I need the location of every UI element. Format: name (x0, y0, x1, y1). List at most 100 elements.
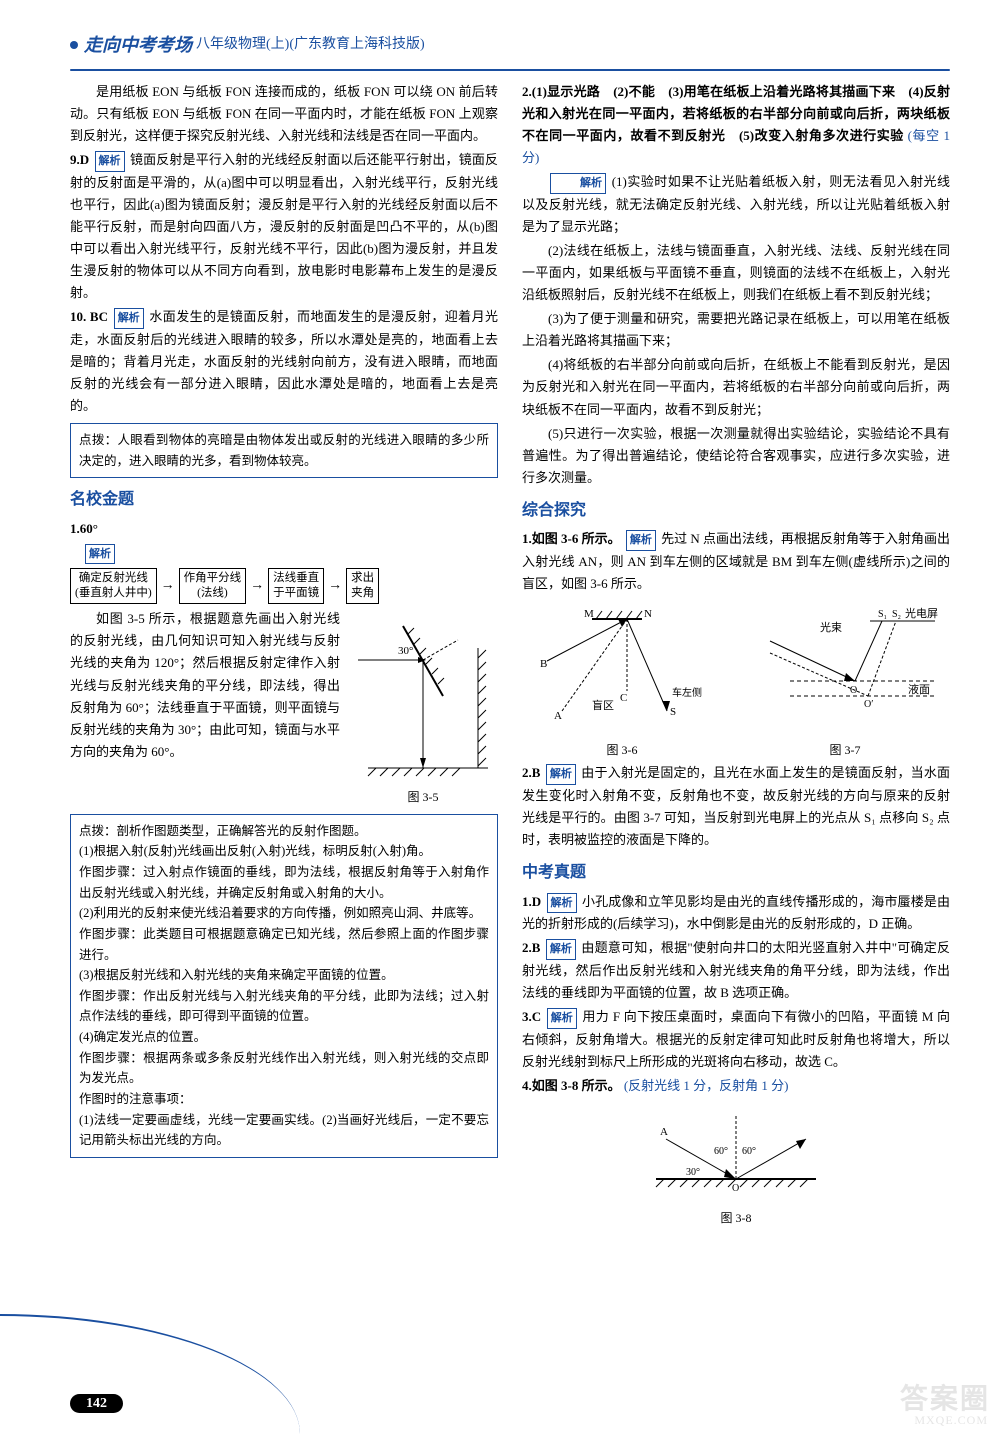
zk4-score: (反射光线 1 分，反射角 1 分) (624, 1078, 789, 1093)
tip2-1: (1)根据入射(反射)光线画出反射(入射)光线，标明反射(入射)角。 (79, 841, 489, 862)
tip2-4: (4)确定发光点的位置。 (79, 1027, 489, 1048)
zk4: 4.如图 3-8 所示。 (反射光线 1 分，反射角 1 分) (522, 1075, 950, 1097)
flow-a: 确定反射光线 (垂直射人井中) (70, 568, 157, 604)
fig38-label: 图 3-8 (522, 1208, 950, 1228)
flow-d: 求出 夹角 (346, 568, 379, 604)
r-q2-2: (2)法线在纸板上，法线与镜面垂直，入射光线、法线、反射光线在同一平面内，如果纸… (522, 240, 950, 306)
flow-c: 法线垂直 于平面镜 (268, 568, 324, 604)
r-q2-5: (5)只进行一次实验，根据一次测量就得出实验结论，实验结论不具有普遍性。为了得出… (522, 423, 950, 489)
jiexi-tag: 解析 (546, 939, 576, 960)
tip2-2: (2)利用光的反射来使光线沿着要求的方向传播，例如照亮山洞、井底等。 (79, 903, 489, 924)
figure-3-6: M N B S A C 盲区 车左侧 (532, 601, 712, 760)
section-zhongkao: 中考真题 (522, 859, 950, 886)
watermark-sub: MXQE.COM (914, 1410, 988, 1430)
r-q2-head-text: 2.(1)显示光路 (2)不能 (3)用笔在纸板上沿着光路将其描画下来 (4)反… (522, 84, 950, 143)
svg-text:B: B (540, 658, 547, 670)
header-title: 走向中考考场 (84, 30, 192, 61)
svg-text:S₂: S₂ (892, 609, 901, 620)
zh1: 1.如图 3-6 所示。 解析 先过 N 点画出法线，再根据反射角等于入射角画出… (522, 528, 950, 595)
tip2-title: 点拨：剖析作图题类型，正确解答光的反射作图题。 (79, 821, 489, 842)
zk2-num: 2.B (522, 940, 540, 955)
tip2-5b: (1)法线一定要画虚线，光线一定要画实线。(2)当画好光线后，一定不要忘记用箭头… (79, 1110, 489, 1151)
jiexi-tag: 解析 (546, 764, 576, 785)
q9-body: 镜面反射是平行入射的光线经反射面以后还能平行射出，镜面反射的反射面是平滑的，从(… (70, 152, 498, 300)
tip2-3: (3)根据反射光线和入射光线的夹角来确定平面镜的位置。 (79, 965, 489, 986)
fig37-label: 图 3-7 (750, 740, 940, 760)
q10-num: 10. BC (70, 309, 108, 324)
svg-text:S: S (670, 706, 676, 718)
q9-num: 9.D (70, 152, 89, 167)
svg-text:O′: O′ (864, 699, 873, 710)
svg-text:光电屏: 光电屏 (905, 606, 938, 620)
svg-text:30°: 30° (398, 645, 413, 657)
svg-text:A: A (554, 710, 562, 722)
r-q2-jiexi: 解析 (1)实验时如果不让光贴着纸板入射，则无法看见入射光线以及反射光线，就无法… (522, 171, 950, 238)
mx1-num: 1.60° (70, 518, 498, 540)
jiexi-tag: 解析 (85, 544, 115, 565)
zk3-num: 3.C (522, 1009, 541, 1024)
jiexi-tag: 解析 (95, 151, 125, 172)
tip-box-2: 点拨：剖析作图题类型，正确解答光的反射作图题。 (1)根据入射(反射)光线画出反… (70, 814, 498, 1158)
header-rule (70, 69, 950, 71)
page-header: 走向中考考场 八年级物理(上)(广东教育上海科技版) (70, 30, 950, 61)
jiexi-tag: 解析 (547, 1008, 577, 1029)
svg-text:液面: 液面 (908, 682, 930, 696)
zk2-body: 由题意可知，根据"使射向井口的太阳光竖直射入井中"可确定反射光线，然后作出反射光… (522, 940, 950, 1000)
section-mingxiao: 名校金题 (70, 486, 498, 513)
flow-b: 作角平分线 (法线) (179, 568, 247, 604)
arrow-icon: → (161, 574, 175, 598)
figure-3-8: A 30° 60° 60° O 图 3-8 (522, 1099, 950, 1228)
tip2-3b: 作图步骤：作出反射光线与入射光线夹角的平分线，此即为法线；过入射点作法线的垂线，… (79, 986, 489, 1027)
header-dot (70, 41, 78, 49)
arrow-icon: → (250, 574, 264, 598)
jiexi-tag: 解析 (547, 893, 577, 914)
svg-text:M: M (584, 608, 594, 620)
zh1-num: 1.如图 3-6 所示。 (522, 531, 621, 546)
intro-text: 是用纸板 EON 与纸板 FON 连接而成的，纸板 FON 可以绕 ON 前后转… (70, 81, 498, 147)
tip1-text: 点拨：人眼看到物体的亮暗是由物体发出或反射的光线进入眼睛的多少所决定的，进入眼睛… (79, 433, 489, 468)
tip2-1b: 作图步骤：过入射点作镜面的垂线，即为法线，根据反射角等于入射角作出反射光线或入射… (79, 862, 489, 903)
arrow-icon: → (328, 574, 342, 598)
zh2: 2.B 解析 由于入射光是固定的，且光在水面上发生的是镜面反射，当水面发生变化时… (522, 762, 950, 851)
zk2: 2.B 解析 由题意可知，根据"使射向井口的太阳光竖直射入井中"可确定反射光线，… (522, 937, 950, 1004)
r-q2-head: 2.(1)显示光路 (2)不能 (3)用笔在纸板上沿着光路将其描画下来 (4)反… (522, 81, 950, 169)
zh2-num: 2.B (522, 765, 540, 780)
r-q2-4: (4)将纸板的右半部分向前或向后折，在纸板上不能看到反射光，是因为反射光和入射光… (522, 354, 950, 420)
svg-text:A: A (660, 1126, 668, 1138)
mx1-jiexi-row: 解析 (83, 542, 498, 565)
page-number-wrap: 142 (70, 1392, 123, 1416)
zk1-num: 1.D (522, 894, 541, 909)
svg-text:60°: 60° (714, 1146, 728, 1157)
svg-text:O: O (850, 685, 857, 696)
zk4-num: 4.如图 3-8 所示。 (522, 1078, 621, 1093)
fig36-label: 图 3-6 (532, 740, 712, 760)
svg-text:盲区: 盲区 (592, 698, 614, 712)
svg-text:车左侧: 车左侧 (672, 686, 702, 699)
tip-box-1: 点拨：人眼看到物体的亮暗是由物体发出或反射的光线进入眼睛的多少所决定的，进入眼睛… (70, 423, 498, 478)
jiexi-tag: 解析 (114, 308, 144, 329)
tip2-4b: 作图步骤：根据两条或多条反射光线作出入射光线，则入射光线的交点即为发光点。 (79, 1048, 489, 1089)
right-column: 2.(1)显示光路 (2)不能 (3)用笔在纸板上沿着光路将其描画下来 (4)反… (522, 81, 950, 1229)
r-q2-3: (3)为了便于测量和研究，需要把光路记录在纸板上，可以用笔在纸板上沿着光路将其描… (522, 308, 950, 352)
fig35-label: 图 3-5 (348, 787, 498, 807)
zk1: 1.D 解析 小孔成像和立竿见影均是由光的直线传播形成的，海市蜃楼是由光的折射形… (522, 891, 950, 936)
figure-3-5: 30° 图 3-5 (348, 608, 498, 807)
zk3-body: 用力 F 向下按压桌面时，桌面向下有微小的凹陷，平面镜 M 向右倾斜，反射角增大… (522, 1009, 950, 1069)
svg-text:O: O (732, 1183, 739, 1194)
zk1-body: 小孔成像和立竿见影均是由光的直线传播形成的，海市蜃楼是由光的折射形成的(后续学习… (522, 894, 950, 932)
header-subtitle: 八年级物理(上)(广东教育上海科技版) (196, 33, 425, 57)
svg-text:30°: 30° (686, 1167, 700, 1178)
tip2-5: 作图时的注意事项： (79, 1089, 489, 1110)
jiexi-tag: 解析 (626, 530, 656, 551)
mx1-answer: 1.60° (70, 521, 98, 536)
svg-text:S₁: S₁ (878, 609, 887, 620)
jiexi-tag: 解析 (550, 173, 606, 194)
svg-text:60°: 60° (742, 1146, 756, 1157)
svg-text:光束: 光束 (820, 620, 842, 634)
svg-text:N: N (644, 608, 652, 620)
page-number: 142 (70, 1394, 123, 1413)
q9: 9.D 解析 镜面反射是平行入射的光线经反射面以后还能平行射出，镜面反射的反射面… (70, 149, 498, 304)
mx1-body: 如图 3-5 所示，根据题意先画出入射光线的反射光线，由几何知识可知入射光线与反… (70, 608, 340, 763)
zk3: 3.C 解析 用力 F 向下按压桌面时，桌面向下有微小的凹陷，平面镜 M 向右倾… (522, 1006, 950, 1073)
q10: 10. BC 解析 水面发生的是镜面反射，而地面发生的是漫反射，迎着月光走，水面… (70, 306, 498, 417)
